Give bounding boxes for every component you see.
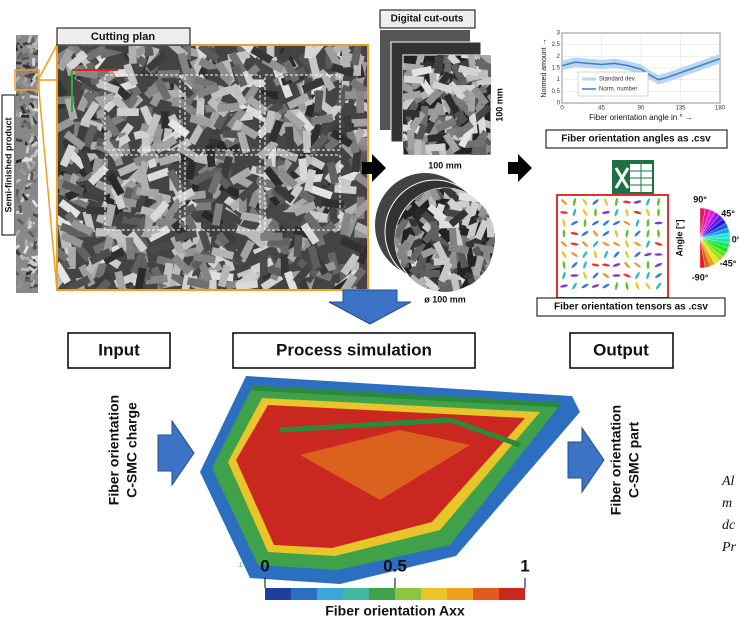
x-tick-label: 45 bbox=[598, 106, 605, 112]
colorbar-cell bbox=[317, 588, 343, 600]
figure: Semi-finished product Cutting plan Digit… bbox=[0, 0, 739, 622]
fiber bbox=[26, 180, 34, 183]
colorbar-tick-label: 0 bbox=[260, 556, 269, 575]
height-label: 100 mm bbox=[494, 88, 504, 122]
width-label: 100 mm bbox=[428, 160, 462, 170]
fiber bbox=[32, 58, 35, 66]
x-tick-label: 0 bbox=[560, 106, 564, 112]
fiber bbox=[260, 232, 282, 240]
tensors-csv: Fiber orientation tensors as .csv bbox=[554, 302, 708, 313]
fiber bbox=[474, 280, 494, 287]
cutouts-title: Digital cut-outs bbox=[391, 14, 464, 25]
y-tick-label: 2.5 bbox=[552, 42, 561, 48]
colorbar-cell bbox=[499, 588, 525, 600]
fiber bbox=[414, 139, 422, 159]
fiber bbox=[14, 61, 22, 64]
caption: Pr bbox=[721, 540, 737, 555]
colorbar-cell bbox=[369, 588, 395, 600]
angles-csv: Fiber orientation angles as .csv bbox=[561, 134, 711, 145]
wheel-label: 90° bbox=[693, 194, 707, 204]
fiber bbox=[260, 254, 268, 276]
cutting-title: Cutting plan bbox=[91, 31, 155, 43]
colorbar-cell bbox=[421, 588, 447, 600]
part-3d bbox=[200, 376, 580, 584]
input-label: Fiber orientation bbox=[106, 395, 122, 505]
fiber bbox=[21, 268, 29, 271]
fiber bbox=[486, 217, 494, 237]
colorbar-cell bbox=[473, 588, 499, 600]
output-label: C-SMC part bbox=[626, 422, 642, 499]
legend-label: Norm. number bbox=[599, 87, 637, 93]
caption: m bbox=[722, 496, 732, 511]
step: Output bbox=[593, 340, 649, 359]
caption: dc bbox=[722, 518, 736, 533]
wheel-label: -45° bbox=[720, 258, 737, 268]
colorbar-title: Fiber orientation Axx bbox=[325, 603, 465, 619]
colorbar-cell bbox=[291, 588, 317, 600]
arrow bbox=[568, 428, 604, 492]
arrow bbox=[158, 421, 194, 485]
x-label: Fiber orientation angle in ° → bbox=[589, 113, 693, 122]
fiber bbox=[158, 70, 180, 78]
fiber bbox=[420, 269, 440, 277]
x-tick-label: 90 bbox=[638, 106, 645, 112]
fiber bbox=[425, 143, 445, 151]
colorbar-cell bbox=[265, 588, 291, 600]
fiber bbox=[482, 178, 494, 199]
wheel-label: -90° bbox=[692, 272, 709, 282]
arrow bbox=[508, 154, 532, 182]
semi-label: Semi-finished product bbox=[3, 117, 13, 212]
colorbar-tick-label: 0.5 bbox=[383, 556, 407, 575]
fiber bbox=[485, 279, 499, 300]
tensor-map bbox=[557, 195, 668, 298]
fiber bbox=[483, 180, 500, 201]
output-label: Fiber orientation bbox=[608, 405, 624, 515]
step: Input bbox=[98, 340, 140, 359]
y-tick-label: 0.5 bbox=[552, 89, 561, 95]
fiber bbox=[21, 115, 29, 118]
y-tick-label: 2 bbox=[557, 54, 561, 60]
y-label: Normed amount → bbox=[541, 38, 548, 97]
fiber bbox=[27, 45, 35, 48]
x-tick-label: 135 bbox=[675, 106, 686, 112]
input-label: C-SMC charge bbox=[124, 402, 140, 498]
y-tick-label: 1.5 bbox=[552, 66, 561, 72]
fiber bbox=[293, 235, 302, 257]
fiber bbox=[117, 108, 139, 116]
colorbar-cell bbox=[447, 588, 473, 600]
axes-icon: ⟂ bbox=[238, 560, 244, 569]
plot: 00.511.522.5304590135180Standard dev.Nor… bbox=[541, 31, 726, 123]
caption: Al bbox=[721, 474, 735, 489]
step: Process simulation bbox=[276, 340, 432, 359]
wheel-title: Angle [°] bbox=[674, 219, 684, 256]
wheel-label: 0° bbox=[732, 234, 739, 244]
y-tick-label: 3 bbox=[557, 31, 561, 37]
x-tick-label: 180 bbox=[715, 106, 726, 112]
fiber bbox=[356, 91, 364, 113]
fiber bbox=[404, 76, 424, 84]
colorbar-cell bbox=[395, 588, 421, 600]
wheel-label: 45° bbox=[721, 208, 735, 218]
fiber bbox=[407, 129, 415, 149]
arrow bbox=[329, 290, 411, 324]
legend-label: Standard dev. bbox=[599, 77, 636, 83]
y-tick-label: 1 bbox=[557, 77, 561, 83]
colorbar-tick-label: 1 bbox=[520, 556, 529, 575]
colorbar-cell bbox=[343, 588, 369, 600]
zoom-lines bbox=[38, 45, 57, 290]
diameter-label: ø 100 mm bbox=[424, 294, 466, 304]
